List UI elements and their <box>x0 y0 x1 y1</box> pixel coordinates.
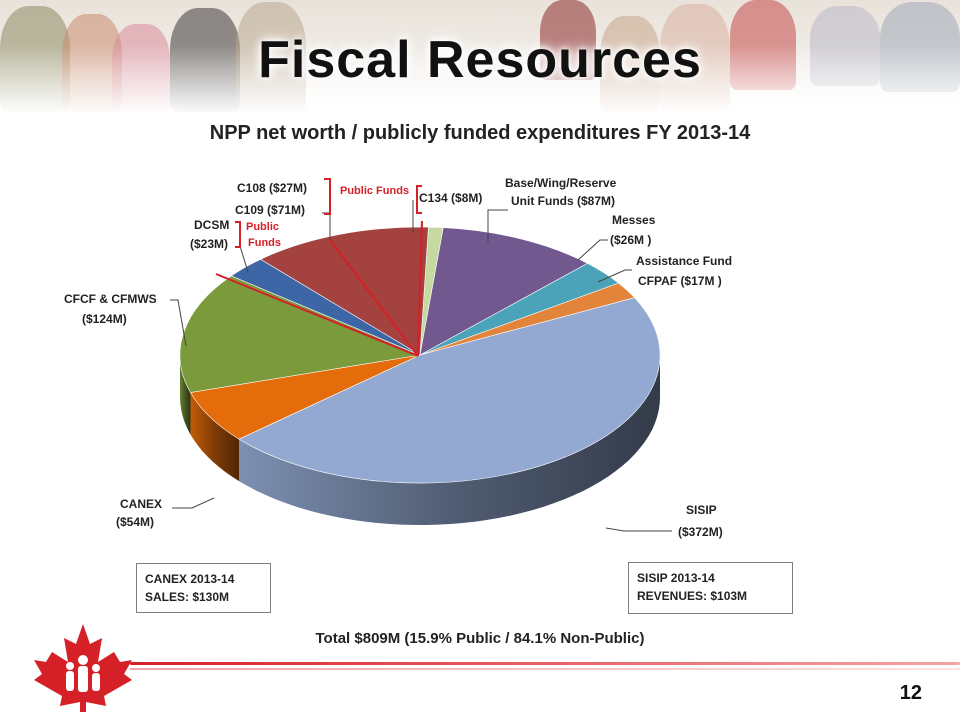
label-base-1: Base/Wing/Reserve <box>505 176 617 190</box>
label-messes-1: Messes <box>612 213 656 227</box>
label-c109: C109 ($71M) <box>235 203 305 217</box>
label-c108: C108 ($27M) <box>237 181 307 195</box>
pie-sides <box>180 355 660 525</box>
label-canex-1: CANEX <box>120 497 162 511</box>
label-dcsm-2: ($23M) <box>190 237 228 251</box>
label-sisip-2: ($372M) <box>678 525 723 539</box>
pie-slice-cfcf-cfmws-124m <box>179 275 422 393</box>
label-cfcf-2: ($124M) <box>82 312 127 326</box>
sisip-box-line1: SISIP 2013-14 <box>637 571 715 585</box>
page-title: Fiscal Resources <box>258 31 702 89</box>
total-summary: Total $809M (15.9% Public / 84.1% Non-Pu… <box>315 630 645 647</box>
label-public-funds: Public Funds <box>340 185 409 197</box>
bracket-c134 <box>416 185 422 214</box>
pie-slice-base-wing-reserve-unit-funds-87m <box>419 227 589 356</box>
bracket-dcsm <box>235 221 241 248</box>
public-funds-markers <box>215 178 423 357</box>
leader-canex <box>172 497 215 509</box>
canex-box-line2: SALES: $130M <box>145 590 230 604</box>
label-public-side-1: Public <box>246 221 279 233</box>
label-sisip-1: SISIP <box>686 503 717 517</box>
maple-leaf-logo <box>34 624 132 712</box>
page-number: 12 <box>899 682 922 704</box>
leader-sisip <box>605 527 672 532</box>
leader-assist <box>597 269 632 283</box>
pie-top <box>179 226 661 484</box>
label-c134: C134 ($8M) <box>419 191 482 205</box>
leader-dcsm <box>239 245 249 273</box>
leader-lines <box>170 200 672 532</box>
label-base-2: Unit Funds ($87M) <box>511 194 615 208</box>
sisip-box-line2: REVENUES: $103M <box>637 589 748 603</box>
canex-sales-box: CANEX 2013-14 SALES: $130M <box>136 563 271 613</box>
pie-slice-c108-27m-c109-71m <box>259 226 429 356</box>
label-assist-2: CFPAF ($17M ) <box>638 274 722 288</box>
leader-c108 <box>322 212 331 240</box>
leader-cfcf <box>170 299 187 347</box>
public-split-line-left <box>215 273 419 357</box>
footer-divider-secondary <box>130 668 960 670</box>
label-assist-1: Assistance Fund <box>636 254 732 268</box>
public-split-line-c108 <box>329 239 419 357</box>
pie-side-canex-54m <box>190 392 239 482</box>
label-messes-2: ($26M ) <box>610 233 651 247</box>
label-canex-2: ($54M) <box>116 515 154 529</box>
label-public-side-2: Funds <box>248 237 281 249</box>
chart-title: NPP net worth / publicly funded expendit… <box>209 122 751 144</box>
photo-banner <box>0 0 960 112</box>
canex-box-line1: CANEX 2013-14 <box>145 572 235 586</box>
pie-slice-sisip-372m <box>238 297 661 484</box>
label-cfcf-1: CFCF & CFMWS <box>64 292 157 306</box>
leader-base <box>487 209 508 242</box>
pie-side-sisip-372m <box>239 355 660 525</box>
public-split-line-right <box>417 220 423 357</box>
leader-messes <box>577 239 608 261</box>
footer-divider <box>130 662 960 665</box>
sisip-revenues-box: SISIP 2013-14 REVENUES: $103M <box>628 562 793 614</box>
bracket-c108 <box>324 178 331 215</box>
label-dcsm-1: DCSM <box>194 218 229 232</box>
